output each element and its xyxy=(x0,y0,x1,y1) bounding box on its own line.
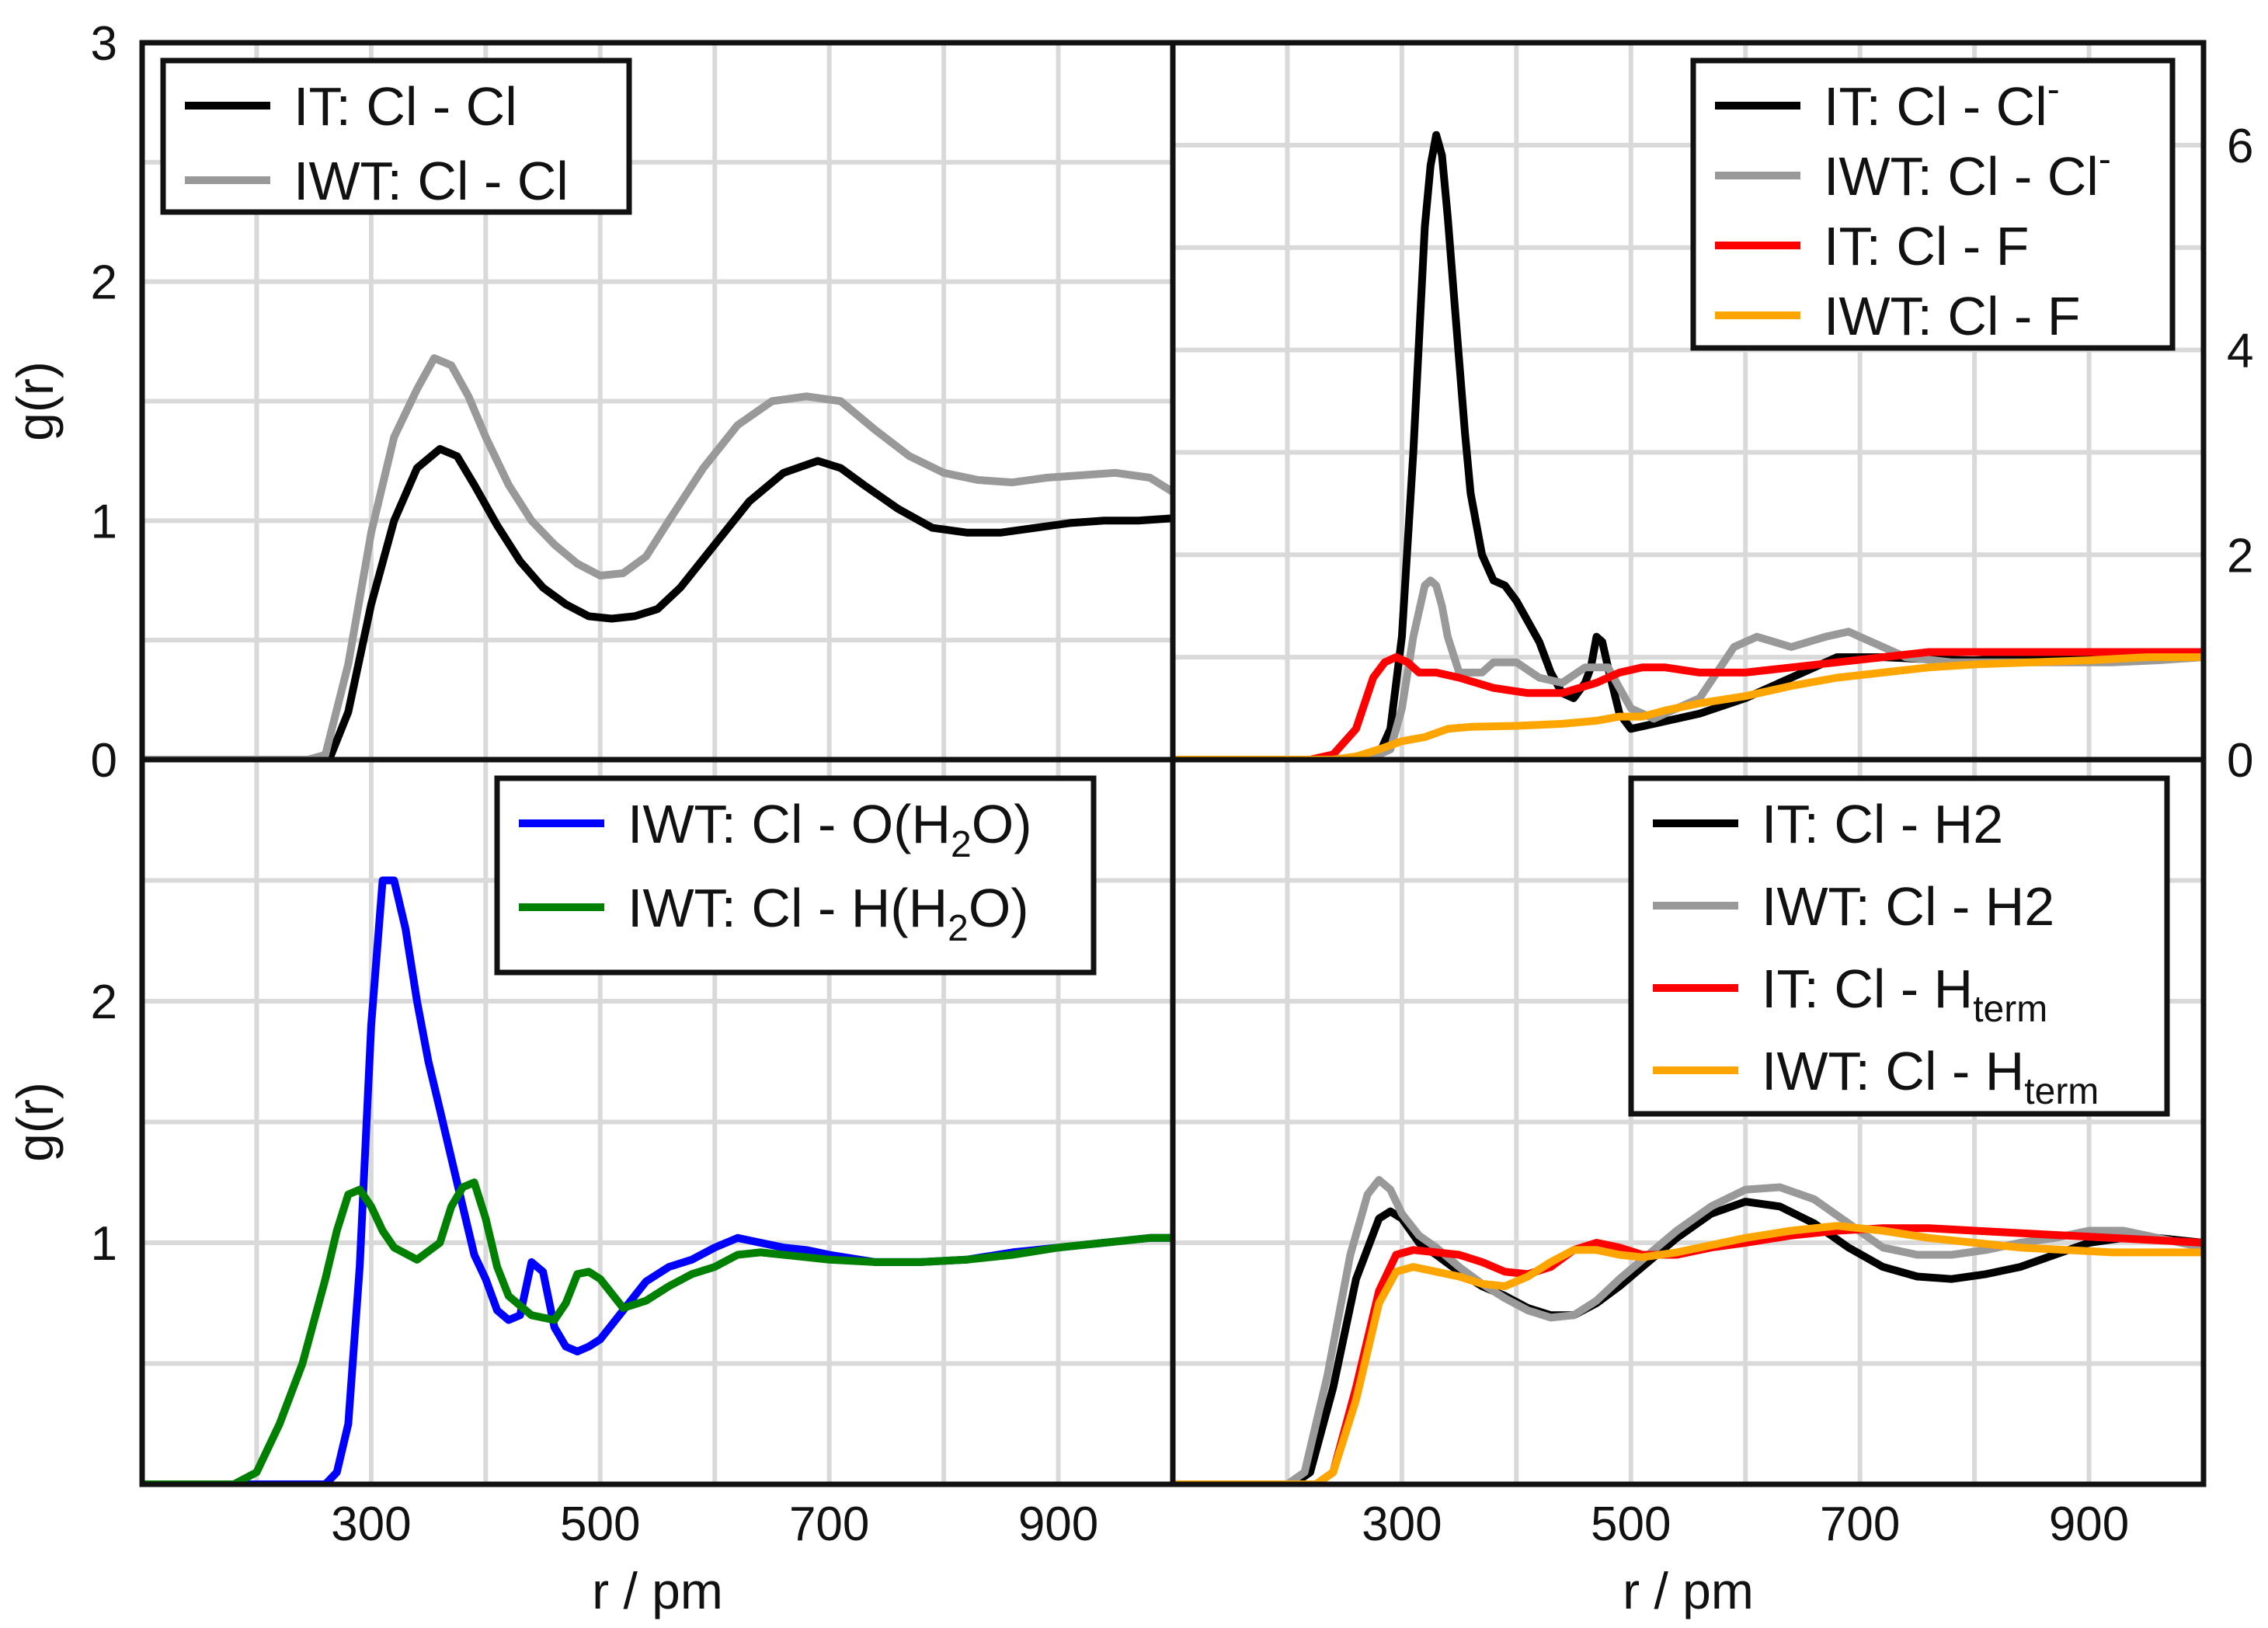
series-line-iwt-cl-hterm xyxy=(1173,1222,2204,1484)
y-tick-label: 1 xyxy=(91,1217,117,1271)
series-line-it-cl-cl- xyxy=(1173,130,2204,760)
x-tick-label: 700 xyxy=(789,1498,869,1551)
series-line-iwt-cl-h-h2o- xyxy=(142,1178,1173,1484)
series-line-iwt-cl-cl- xyxy=(1173,576,2204,760)
legend-label: IWT: Cl - H2 xyxy=(1762,876,2054,937)
series-line-it-cl-cl xyxy=(142,445,1173,760)
y-tick-label: 3 xyxy=(91,17,117,71)
x-axis-label: r / pm xyxy=(1623,1562,1754,1619)
legend-label-text: IT: Cl - F xyxy=(1824,216,2029,277)
legend-box xyxy=(494,775,1097,976)
legend-label-sub: term xyxy=(2024,1071,2099,1112)
legend-label: IWT: Cl - Hterm xyxy=(1762,1041,2099,1112)
legend-label-text: IWT: Cl - Cl xyxy=(294,151,569,211)
y-tick-label: 0 xyxy=(2227,734,2253,788)
series-line-it-cl-h2 xyxy=(1173,1198,2204,1484)
series-group xyxy=(1173,1176,2204,1484)
series-group xyxy=(142,354,1173,760)
legend-label-rest: O) xyxy=(969,878,1029,938)
series-line-it-cl-f xyxy=(1173,648,2204,760)
y-axis-label: g(r) xyxy=(6,1082,64,1162)
legend-label: IT: Cl - Hterm xyxy=(1762,958,2047,1030)
y-tick-label: 2 xyxy=(91,976,117,1029)
legend-box xyxy=(160,57,632,215)
series-line-iwt-cl-f xyxy=(1173,653,2204,760)
legend-label-sub: term xyxy=(1973,989,2047,1030)
legend-label: IT: Cl - H2 xyxy=(1762,794,2003,854)
legend-label-text: IWT: Cl - H(H xyxy=(628,878,948,938)
legend-label-sub: 2 xyxy=(951,824,972,865)
legend-label: IT: Cl - F xyxy=(1824,216,2029,277)
y-tick-label: 1 xyxy=(91,495,117,548)
legend-box xyxy=(1628,775,2170,1117)
series-group xyxy=(1173,130,2204,760)
panel-top-left: 0 1 2 3 g(r) IT: Cl - Cl IWT: Cl - Cl xyxy=(6,17,1176,788)
y-tick-label: 0 xyxy=(91,734,117,788)
x-tick-label: 900 xyxy=(2049,1498,2129,1551)
legend-label-rest: O) xyxy=(972,794,1032,854)
legend-label-sub: 2 xyxy=(948,908,969,949)
x-tick-label: 500 xyxy=(1591,1498,1671,1551)
legend: IWT: Cl - O(H2O)IWT: Cl - H(H2O) xyxy=(494,775,1097,976)
legend-label-text: IWT: Cl - Cl xyxy=(1824,146,2099,207)
legend-label: IWT: Cl - H(H2O) xyxy=(628,878,1029,949)
legend: IT: Cl - Cl IWT: Cl - Cl xyxy=(160,57,632,215)
legend-label: IWT: Cl - Cl- xyxy=(1824,139,2111,207)
x-tick-label: 300 xyxy=(331,1498,411,1551)
series-group xyxy=(142,876,1173,1484)
y-tick-label: 2 xyxy=(91,256,117,310)
series-line-it-cl-hterm xyxy=(1173,1224,2204,1484)
legend-label: IT: Cl - Cl- xyxy=(1824,69,2060,137)
series-line-iwt-cl-cl xyxy=(142,354,1173,760)
legend-label-text: IT: Cl - H xyxy=(1762,958,1973,1019)
legend-label-text: IT: Cl - Cl xyxy=(1824,76,2047,137)
x-tick-label: 300 xyxy=(1362,1498,1442,1551)
legend-label-text: IWT: Cl - H2 xyxy=(1762,876,2054,937)
legend-label: IWT: Cl - F xyxy=(1824,286,2080,346)
panel-bottom-right: 300 500 700 900 r / pm IT: Cl - H2 IWT: Cl - H… xyxy=(1170,757,2207,1619)
y-axis-label: g(r) xyxy=(6,361,64,441)
legend-label-text: IT: Cl - Cl xyxy=(294,76,517,137)
legend: IT: Cl - Cl-IWT: Cl - Cl-IT: Cl - FIWT: … xyxy=(1690,57,2176,351)
x-axis-label: r / pm xyxy=(592,1562,723,1619)
legend-label-text: IWT: Cl - O(H xyxy=(628,794,951,854)
series-line-iwt-cl-h2 xyxy=(1173,1176,2204,1484)
x-tick-label: 900 xyxy=(1018,1498,1098,1551)
legend-label-text: IWT: Cl - F xyxy=(1824,286,2080,346)
y-tick-label: 6 xyxy=(2227,120,2253,173)
panel-frame xyxy=(1170,757,2207,1487)
legend-label-sup: - xyxy=(2099,139,2111,180)
legend-label-text: IWT: Cl - H xyxy=(1762,1041,2024,1101)
y-tick-label: 4 xyxy=(2227,325,2253,378)
legend-label: IWT: Cl - O(H2O) xyxy=(628,794,1032,865)
y-tick-label: 2 xyxy=(2227,529,2253,583)
legend-label: IT: Cl - Cl xyxy=(294,76,517,137)
legend-label: IWT: Cl - Cl xyxy=(294,151,569,211)
legend-label-text: IT: Cl - H2 xyxy=(1762,794,2003,854)
x-tick-label: 500 xyxy=(560,1498,640,1551)
x-tick-label: 700 xyxy=(1820,1498,1900,1551)
legend-label-sup: - xyxy=(2047,69,2060,110)
